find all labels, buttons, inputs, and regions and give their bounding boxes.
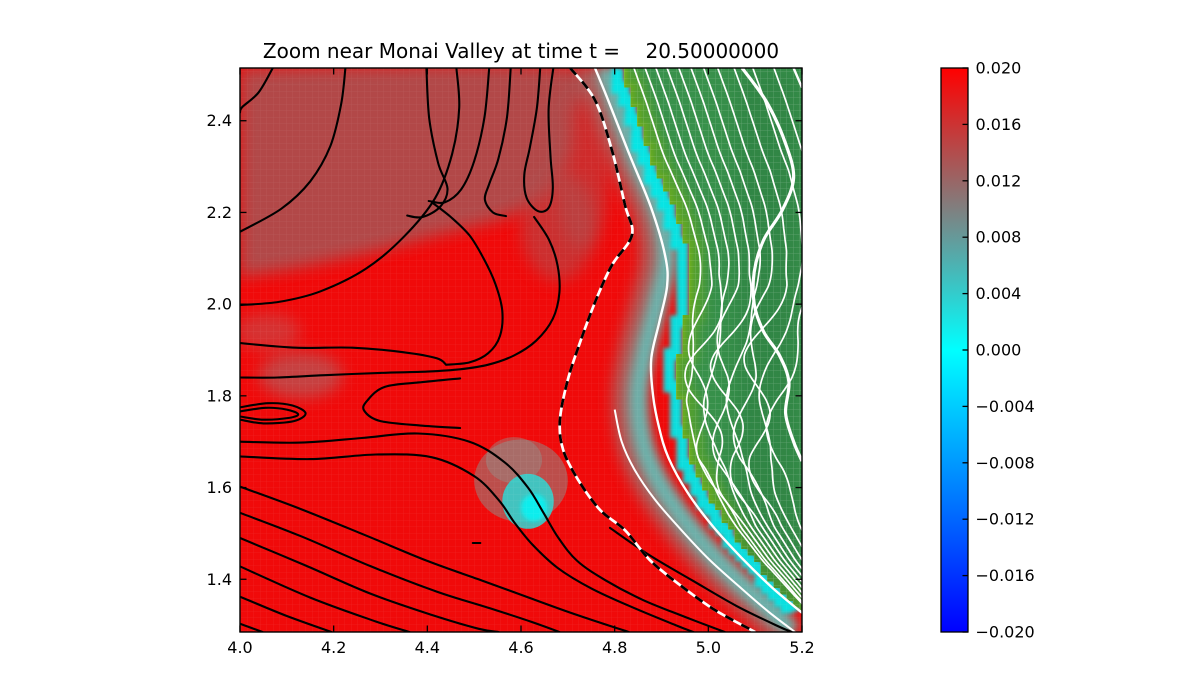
colorbar-tick-label: 0.020 [976,59,1022,78]
x-tick-label: 5.0 [696,638,721,657]
y-tick-label: 2.4 [207,111,232,130]
y-tick-label: 1.6 [207,478,232,497]
x-tick-label: 4.6 [508,638,533,657]
colorbar-tick-label: −0.016 [976,566,1035,585]
x-tick-label: 4.4 [415,638,440,657]
y-tick-label: 1.8 [207,386,232,405]
y-tick-label: 2.2 [207,203,232,222]
y-tick-label: 1.4 [207,570,232,589]
water-contours [240,68,793,632]
colorbar-tick-label: −0.020 [976,623,1035,642]
plot-title: Zoom near Monai Valley at time t = 20.50… [262,39,780,63]
y-tick-label: 2.0 [207,295,232,314]
colorbar-tick-label: 0.012 [976,171,1022,190]
colorbar-tick-label: −0.004 [976,397,1035,416]
colorbar-tick-label: −0.008 [976,453,1035,472]
x-tick-label: 4.2 [321,638,346,657]
colorbar-tick-label: 0.004 [976,284,1022,303]
colorbar: 0.020 0.016 0.012 0.008 0.004 0.000 −0.004 −0.0… [940,59,1035,642]
x-tick-label: 5.2 [789,638,814,657]
axes: 4.0 4.2 4.4 4.6 4.8 5.0 5.2 1.4 1.6 1.8 2.0 2.2 2.4 [207,67,815,657]
colorbar-tick-label: 0.016 [976,115,1022,134]
plot-area [240,68,802,632]
x-tick-label: 4.8 [602,638,627,657]
land-contours [593,68,802,632]
x-tick-label: 4.0 [227,638,252,657]
colorbar-tick-label: 0.008 [976,228,1022,247]
colorbar-tick-label: 0.000 [976,341,1022,360]
colorbar-tick-label: −0.012 [976,510,1035,529]
